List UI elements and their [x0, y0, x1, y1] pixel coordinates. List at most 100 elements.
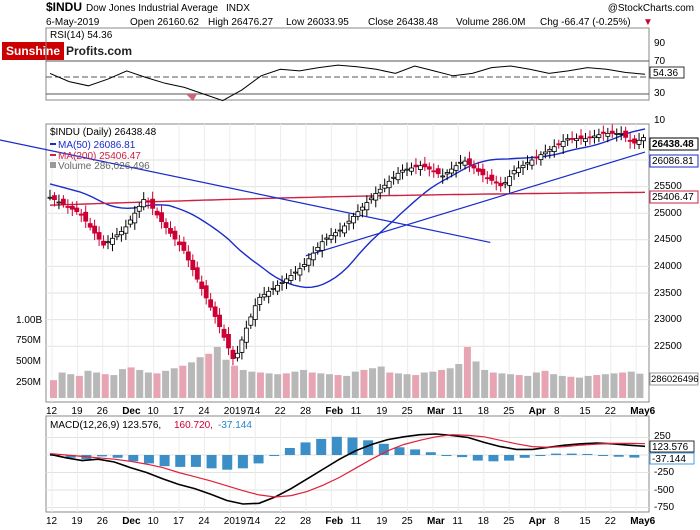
symbol-title: $INDU [46, 0, 82, 14]
candle-body-99 [489, 174, 495, 181]
macd-hist-bar-19 [347, 437, 358, 455]
volume-label: Volume 286.0M [456, 17, 526, 28]
x-label-top-5: 17 [173, 406, 185, 417]
macd-lines [49, 433, 646, 505]
candle-body-34 [199, 281, 205, 289]
x-label-top-7: 20197 [224, 406, 252, 417]
macd-tick-250: 250 [654, 431, 671, 442]
candle-body-80 [404, 168, 410, 171]
candle-body-83 [417, 165, 423, 170]
volume-bar-57 [541, 370, 549, 398]
macd-hist-bar-14 [269, 455, 280, 456]
candle-body-46 [252, 305, 258, 320]
candle-body-38 [217, 314, 222, 328]
candle-body-102 [502, 182, 508, 185]
volume-bar-60 [567, 376, 575, 398]
volume-bar-8 [118, 369, 126, 398]
volume-bar-31 [317, 373, 325, 398]
low-label: Low 26033.95 [286, 17, 349, 28]
candle-body-130 [627, 139, 633, 142]
x-label-top-17: 18 [478, 406, 490, 417]
volume-bar-22 [239, 369, 247, 398]
macd-hist-bar-13 [253, 455, 264, 464]
x-label-bottom-2: 26 [97, 516, 109, 527]
candle-body-106 [520, 164, 526, 169]
candle-body-0 [47, 196, 53, 199]
macd-hist-bar-7 [159, 455, 170, 467]
volume-bar-44 [429, 371, 437, 398]
volume-bar-23 [248, 371, 256, 398]
volume-bar-16 [187, 362, 195, 398]
candle-body-55 [293, 271, 298, 274]
macd-hist-bar-4 [112, 455, 123, 458]
close-price-marker: 26438.48 [652, 139, 694, 150]
volume-bar-65 [610, 373, 618, 398]
macd-hist-bar-24 [425, 452, 436, 455]
x-label-bottom-11: Feb [325, 516, 343, 527]
candlesticks [47, 124, 646, 366]
candle-body-39 [221, 328, 227, 338]
macd-hist-bar-29 [504, 455, 515, 461]
candle-body-71 [364, 202, 370, 211]
x-label-top-23: May6 [630, 406, 655, 417]
volume-bar-50 [481, 369, 489, 398]
candle-body-94 [467, 158, 472, 165]
candle-body-92 [458, 161, 463, 164]
macd-hist-bar-3 [96, 455, 107, 457]
candle-body-58 [306, 258, 312, 266]
price-tick-22500: 22500 [654, 341, 682, 352]
candle-body-11 [96, 232, 102, 240]
candle-body-93 [462, 160, 468, 166]
candle-body-50 [270, 287, 276, 290]
volume-bar-10 [136, 369, 144, 398]
candle-body-113 [551, 146, 557, 153]
candle-body-100 [493, 181, 499, 184]
x-label-bottom-21: 15 [579, 516, 591, 527]
volume-bar-20 [222, 359, 230, 398]
volume-bar-13 [162, 370, 170, 398]
candle-body-115 [560, 140, 566, 148]
legend-ma200: MA(200) 25406.47 [58, 151, 141, 162]
x-label-top-6: 24 [198, 406, 210, 417]
candle-body-79 [400, 169, 405, 173]
volume-tick-500m: 500M [16, 356, 41, 367]
candle-body-72 [368, 197, 374, 201]
volume-bar-36 [360, 369, 368, 398]
x-label-top-11: Feb [325, 406, 343, 417]
candle-body-96 [475, 168, 481, 172]
candle-body-129 [623, 130, 629, 138]
trendline-falling [0, 139, 491, 244]
candle-body-75 [382, 184, 388, 189]
price-tick-25000: 25000 [654, 208, 682, 219]
macd-hist-marker: -37.144 [652, 454, 686, 465]
candle-body-3 [60, 198, 66, 205]
candle-body-1 [52, 195, 57, 201]
x-label-top-22: 22 [605, 406, 617, 417]
x-label-top-0: 12 [46, 406, 58, 417]
close-label: Close 26438.48 [368, 17, 438, 28]
macd-hist-bar-15 [284, 448, 295, 455]
candle-body-8 [83, 211, 89, 222]
x-label-bottom-0: 12 [46, 516, 58, 527]
x-label-bottom-16: 11 [452, 516, 463, 527]
candle-body-104 [511, 170, 517, 175]
candle-body-21 [141, 199, 147, 208]
change-label: Chg -66.47 (-0.25%) [540, 17, 631, 28]
macd-hist-bar-26 [457, 455, 468, 458]
candle-body-12 [101, 240, 106, 246]
candle-body-124 [600, 131, 606, 134]
volume-bar-9 [127, 367, 135, 398]
candle-body-9 [87, 223, 93, 228]
x-label-top-21: 15 [579, 406, 591, 417]
volume-bar-0 [50, 380, 57, 398]
candle-body-70 [359, 206, 365, 211]
volume-bar-18 [205, 353, 213, 398]
candle-body-91 [453, 165, 459, 171]
candle-body-56 [297, 268, 303, 276]
candle-body-40 [226, 334, 231, 349]
logo-left: Sunshine [6, 44, 60, 58]
logo-right: Profits.com [66, 44, 132, 58]
macd-hist-bar-36 [613, 455, 624, 457]
candle-body-31 [185, 251, 191, 261]
x-label-top-19: Apr [529, 406, 546, 417]
